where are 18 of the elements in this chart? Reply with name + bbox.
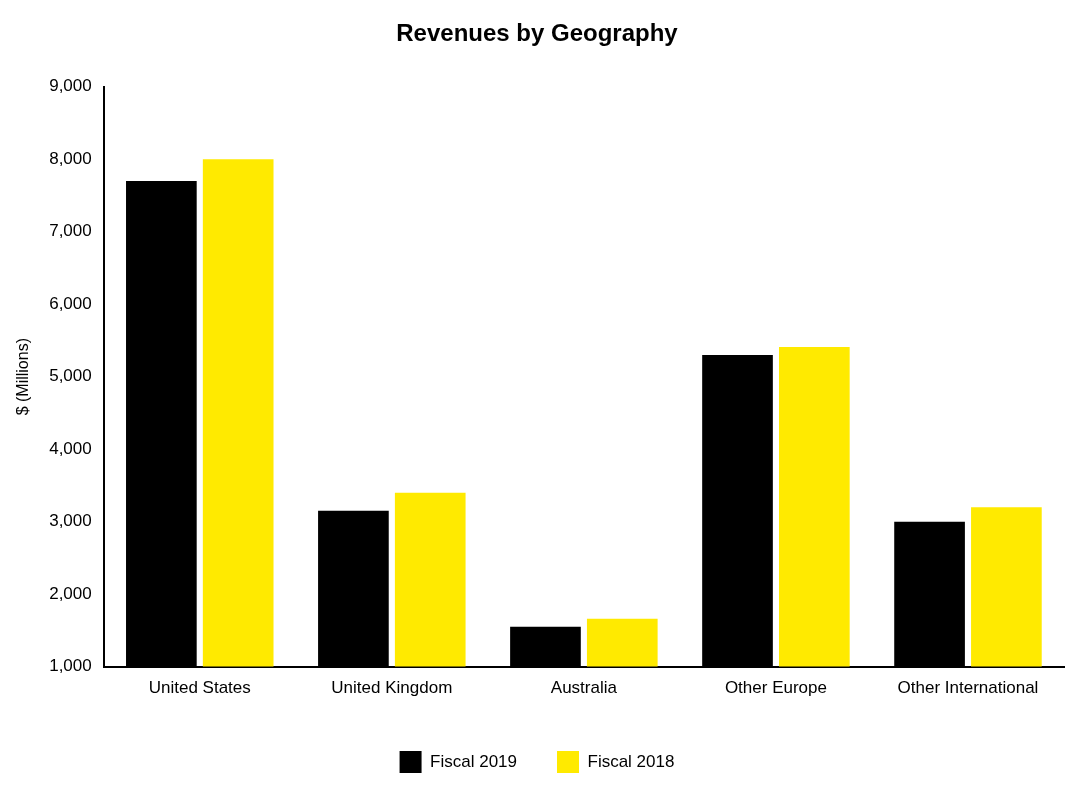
- chart-title: Revenues by Geography: [396, 19, 679, 47]
- y-tick-label: 9,000: [49, 76, 92, 96]
- y-axis-title: $ (Millions): [14, 338, 32, 416]
- x-tick-label: United States: [148, 678, 251, 698]
- y-tick-label: 2,000: [49, 583, 92, 603]
- y-tick-label: 5,000: [49, 366, 92, 386]
- x-tick-label: United Kingdom: [331, 678, 453, 698]
- y-tick-label: 3,000: [49, 511, 92, 531]
- legend-label: Fiscal 2018: [587, 751, 675, 771]
- y-tick-label: 6,000: [49, 293, 92, 313]
- y-tick-label: 8,000: [49, 148, 92, 168]
- y-tick-label: 1,000: [49, 656, 92, 676]
- y-tick-label: 4,000: [49, 438, 92, 458]
- legend-label: Fiscal 2019: [430, 751, 517, 771]
- x-tick-label: Other Europe: [724, 678, 827, 698]
- x-tick-label: Other International: [897, 678, 1039, 698]
- y-tick-label: 7,000: [49, 221, 92, 241]
- x-tick-label: Australia: [550, 678, 618, 698]
